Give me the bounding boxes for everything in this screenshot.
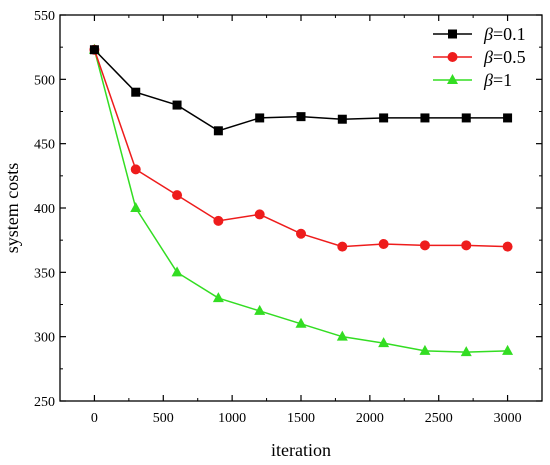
axis-ticks <box>59 14 543 402</box>
x-tick-label: 2500 <box>425 411 453 426</box>
data-point-series-3 <box>254 304 266 315</box>
data-point-series-2 <box>172 190 183 201</box>
data-point-series-2 <box>461 240 472 251</box>
data-point-series-3 <box>212 292 224 303</box>
legend-marker-1 <box>448 29 457 39</box>
series-markers <box>88 43 514 357</box>
data-point-series-1 <box>337 114 347 124</box>
legend: β=0.1 β=0.5 β=1 <box>433 24 526 90</box>
y-tick-label: 550 <box>34 9 55 24</box>
data-point-series-3 <box>171 266 183 277</box>
legend-marker-2 <box>447 52 458 62</box>
y-tick-label: 250 <box>34 395 55 410</box>
data-point-series-1 <box>420 113 430 123</box>
x-tick-label: 1000 <box>218 411 246 426</box>
legend-label-3: β=1 <box>483 70 512 90</box>
data-point-series-1 <box>255 113 265 123</box>
y-tick-label: 350 <box>34 266 55 281</box>
x-axis-title: iteration <box>271 440 331 460</box>
data-point-series-3 <box>419 344 431 355</box>
data-point-series-1 <box>379 113 389 123</box>
data-point-series-3 <box>295 317 307 328</box>
x-tick-label: 2000 <box>356 411 384 426</box>
data-point-series-1 <box>461 113 471 123</box>
data-point-series-3 <box>460 346 472 357</box>
x-tick-label: 0 <box>91 411 98 426</box>
data-point-series-3 <box>502 344 514 355</box>
data-point-series-2 <box>502 241 513 252</box>
data-point-series-2 <box>254 209 265 220</box>
legend-label-1: β=0.1 <box>483 24 526 44</box>
x-tick-label: 1500 <box>287 411 315 426</box>
y-tick-label: 450 <box>34 138 55 153</box>
data-point-series-2 <box>337 241 348 252</box>
legend-marker-3 <box>447 74 458 84</box>
data-point-series-1 <box>172 100 182 110</box>
data-point-series-1 <box>296 112 306 122</box>
data-point-series-1 <box>503 113 513 123</box>
data-point-series-2 <box>296 228 306 239</box>
data-point-series-3 <box>378 337 390 348</box>
legend-label-2: β=0.5 <box>483 47 526 67</box>
data-point-series-3 <box>336 330 348 341</box>
y-tick-label: 500 <box>34 73 55 88</box>
y-axis-title: system costs <box>2 163 22 254</box>
y-tick-label: 400 <box>34 202 55 217</box>
data-point-series-2 <box>419 240 430 251</box>
y-tick-label: 300 <box>34 331 55 346</box>
plot-area <box>59 14 543 402</box>
data-point-series-1 <box>131 87 141 97</box>
tick-labels: 0 500 1000 1500 2000 2500 3000 250 300 350 400 450 5… <box>34 9 522 426</box>
data-point-series-2 <box>130 164 141 175</box>
x-tick-label: 500 <box>153 411 174 426</box>
data-point-series-1 <box>89 45 99 55</box>
data-point-series-1 <box>213 126 223 136</box>
x-tick-label: 3000 <box>494 411 522 426</box>
data-point-series-2 <box>213 215 224 226</box>
data-point-series-2 <box>378 239 389 250</box>
data-point-series-3 <box>130 202 142 212</box>
